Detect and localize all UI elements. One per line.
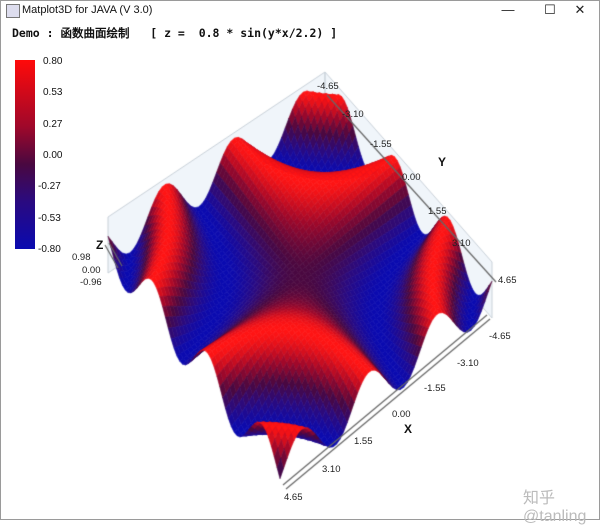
colorbar xyxy=(15,60,35,249)
x-axis-label: X xyxy=(404,422,413,436)
colorbar-tick-label: 0.53 xyxy=(43,87,63,99)
x-tick-label: 0.00 xyxy=(392,409,411,420)
x-tick-label: 1.55 xyxy=(354,436,373,447)
y-tick-label: 0.00 xyxy=(402,172,421,183)
surface-plot-canvas[interactable] xyxy=(60,50,540,500)
colorbar-tick-label: -0.27 xyxy=(38,181,61,193)
x-tick-label: 4.65 xyxy=(284,492,303,503)
minimize-button[interactable]: — xyxy=(501,2,515,17)
y-axis-label: Y xyxy=(438,155,447,169)
z-tick-label: 0.00 xyxy=(82,265,101,276)
y-tick-label: -4.65 xyxy=(317,81,339,92)
z-axis-label: Z xyxy=(96,238,104,252)
colorbar-tick-label: 0.27 xyxy=(43,118,63,130)
y-tick-label: 1.55 xyxy=(428,206,447,217)
colorbar-tick-label: -0.53 xyxy=(38,212,61,224)
window-title: Matplot3D for JAVA (V 3.0) xyxy=(22,4,153,16)
y-tick-label: 3.10 xyxy=(452,238,471,249)
close-button[interactable]: ✕ xyxy=(574,2,586,17)
y-tick-label: -3.10 xyxy=(342,109,364,120)
title-bar: Matplot3D for JAVA (V 3.0) — ☐ ✕ xyxy=(0,0,600,22)
maximize-button[interactable]: ☐ xyxy=(544,2,556,17)
y-tick-label: 4.65 xyxy=(498,275,517,286)
x-tick-label: -4.65 xyxy=(489,331,511,342)
colorbar-tick-label: 0.80 xyxy=(43,56,63,67)
colorbar-tick-label: 0.00 xyxy=(43,149,63,161)
z-tick-label: 0.98 xyxy=(72,252,91,263)
z-tick-label: -0.96 xyxy=(80,277,102,288)
x-tick-label: 3.10 xyxy=(322,464,341,475)
x-tick-label: -1.55 xyxy=(424,383,446,394)
x-tick-label: -3.10 xyxy=(457,358,479,369)
java-app-icon xyxy=(6,4,20,18)
colorbar-tick-label: -0.80 xyxy=(38,243,61,255)
y-tick-label: -1.55 xyxy=(370,139,392,150)
demo-header: Demo : 函数曲面绘制 [ z = 0.8 * sin(y*x/2.2) ] xyxy=(12,26,338,40)
